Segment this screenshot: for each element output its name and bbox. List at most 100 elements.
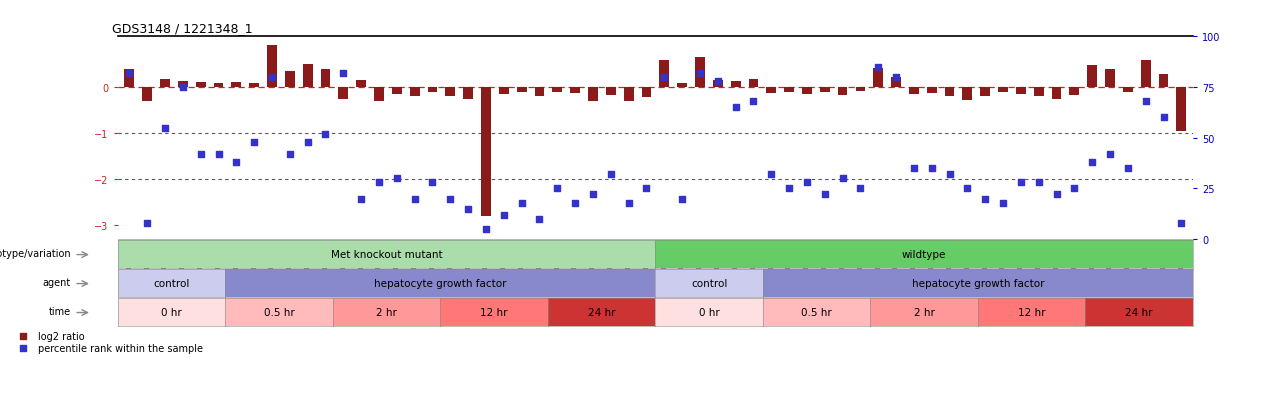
- Bar: [641, 88, 652, 98]
- Bar: [1140, 61, 1151, 88]
- Point: [351, 196, 371, 202]
- Point: [1029, 180, 1050, 186]
- Text: genotype/variation: genotype/variation: [0, 249, 70, 259]
- Point: [1153, 115, 1174, 121]
- Point: [261, 74, 282, 81]
- Bar: [767, 88, 776, 93]
- Text: 24 hr: 24 hr: [588, 307, 616, 317]
- Bar: [250, 84, 259, 88]
- Point: [957, 186, 978, 192]
- Point: [868, 64, 888, 71]
- Bar: [695, 58, 705, 88]
- Bar: [320, 69, 330, 88]
- Bar: [855, 88, 865, 91]
- Point: [564, 200, 585, 206]
- Point: [940, 171, 960, 178]
- Bar: [428, 88, 438, 93]
- Bar: [1034, 88, 1043, 97]
- Bar: [392, 88, 402, 95]
- Point: [975, 196, 996, 202]
- Point: [387, 176, 407, 182]
- Bar: [588, 88, 598, 102]
- Text: 0.5 hr: 0.5 hr: [801, 307, 832, 317]
- Bar: [998, 88, 1007, 93]
- Bar: [605, 88, 616, 96]
- Text: 0 hr: 0 hr: [699, 307, 719, 317]
- Bar: [1052, 88, 1061, 99]
- Point: [1046, 192, 1066, 198]
- Text: 0.5 hr: 0.5 hr: [264, 307, 294, 317]
- Bar: [142, 88, 152, 102]
- Bar: [124, 70, 134, 88]
- Bar: [927, 88, 937, 93]
- Bar: [232, 83, 241, 88]
- Point: [422, 180, 443, 186]
- Bar: [623, 88, 634, 102]
- Bar: [499, 88, 508, 95]
- Bar: [945, 88, 955, 97]
- Bar: [445, 88, 456, 97]
- Point: [1011, 180, 1032, 186]
- Bar: [1123, 88, 1133, 93]
- Bar: [909, 88, 919, 95]
- Bar: [1087, 66, 1097, 88]
- Bar: [1158, 75, 1169, 88]
- Bar: [196, 83, 206, 88]
- Bar: [1070, 88, 1079, 96]
- Bar: [873, 69, 883, 88]
- Point: [369, 180, 389, 186]
- Point: [690, 70, 710, 77]
- Point: [796, 180, 817, 186]
- Bar: [677, 84, 687, 88]
- Bar: [463, 88, 474, 99]
- Bar: [356, 81, 366, 88]
- Bar: [160, 79, 170, 88]
- Bar: [891, 78, 901, 88]
- Bar: [785, 88, 794, 93]
- Bar: [1176, 88, 1187, 131]
- Point: [582, 192, 603, 198]
- Bar: [535, 88, 544, 97]
- Bar: [570, 88, 580, 93]
- Bar: [214, 84, 224, 88]
- Point: [1171, 220, 1192, 227]
- Text: 2 hr: 2 hr: [914, 307, 934, 317]
- Text: percentile rank within the sample: percentile rank within the sample: [38, 344, 204, 354]
- Bar: [659, 61, 669, 88]
- Point: [778, 186, 799, 192]
- Text: 12 hr: 12 hr: [1018, 307, 1046, 317]
- Point: [1117, 166, 1138, 172]
- Bar: [803, 88, 812, 95]
- Point: [618, 200, 639, 206]
- Text: 2 hr: 2 hr: [376, 307, 397, 317]
- Point: [850, 186, 870, 192]
- Bar: [820, 88, 829, 93]
- Bar: [517, 88, 526, 93]
- Bar: [731, 82, 741, 88]
- Bar: [481, 88, 490, 216]
- Point: [744, 99, 764, 105]
- Point: [279, 151, 300, 158]
- Point: [814, 192, 835, 198]
- Text: wildtype: wildtype: [902, 249, 946, 259]
- Text: Met knockout mutant: Met knockout mutant: [330, 249, 443, 259]
- Bar: [285, 72, 294, 88]
- Text: 12 hr: 12 hr: [480, 307, 508, 317]
- Bar: [1016, 88, 1025, 95]
- Bar: [268, 45, 276, 88]
- Point: [922, 166, 942, 172]
- Bar: [553, 88, 562, 93]
- Bar: [1105, 69, 1115, 88]
- Point: [476, 226, 497, 233]
- Bar: [713, 81, 723, 88]
- Text: log2 ratio: log2 ratio: [38, 332, 84, 342]
- Point: [832, 176, 852, 182]
- Point: [244, 139, 265, 146]
- Point: [886, 74, 906, 81]
- Point: [672, 196, 692, 202]
- Point: [315, 131, 335, 138]
- Point: [636, 186, 657, 192]
- Text: time: time: [49, 307, 70, 317]
- Point: [173, 85, 193, 91]
- Point: [456, 271, 476, 278]
